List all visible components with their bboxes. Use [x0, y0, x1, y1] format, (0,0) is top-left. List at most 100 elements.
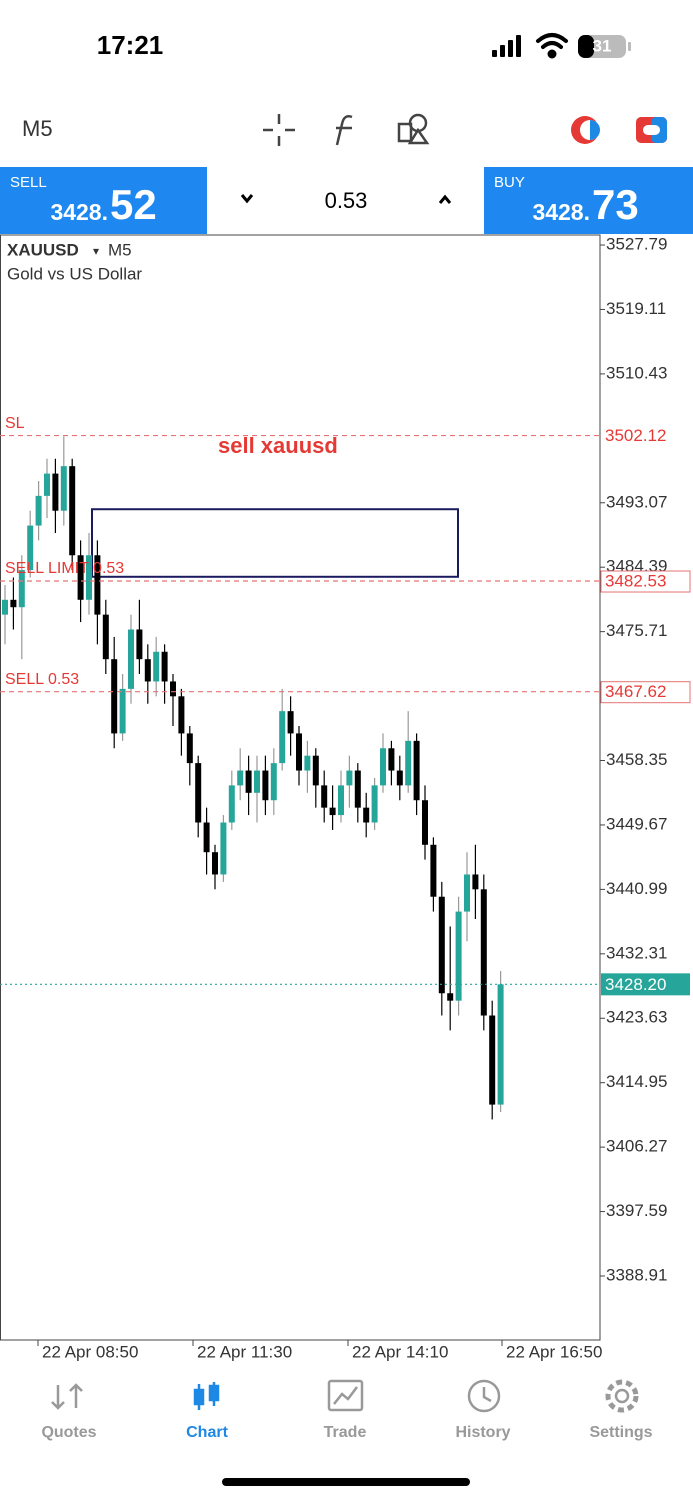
candle-body — [312, 755, 319, 786]
candle-body — [405, 740, 412, 786]
level-name: SELL 0.53 — [5, 671, 79, 688]
tab-label[interactable]: Trade — [324, 1424, 367, 1441]
buy-button[interactable] — [484, 167, 693, 234]
x-tick-label: 22 Apr 14:10 — [352, 1342, 448, 1361]
battery-level — [578, 35, 594, 58]
y-tick-label: 3458.35 — [606, 750, 667, 769]
candle-body — [186, 733, 193, 764]
candle-body — [44, 473, 50, 496]
candle-body — [153, 651, 160, 682]
y-tick-label: 3406.27 — [606, 1137, 667, 1156]
candle-body — [52, 473, 59, 511]
chart: 3527.793519.113510.433493.073484.393475.… — [0, 235, 691, 1361]
sell-price-main: 3428. — [50, 199, 108, 225]
candle-body — [388, 748, 395, 771]
level-name: SL — [5, 415, 25, 432]
candle-body — [35, 495, 42, 526]
level-price-box — [601, 425, 690, 447]
candle-body — [86, 555, 92, 600]
chart-icon — [193, 1382, 220, 1410]
candle-body — [10, 599, 17, 608]
battery-tip — [628, 42, 631, 51]
signals-button[interactable] — [571, 116, 600, 144]
candle-body — [447, 993, 454, 1001]
candle-body — [119, 688, 126, 734]
wifi-icon — [536, 33, 568, 59]
chart-symbol: XAUUSD — [7, 240, 79, 259]
x-tick-label: 22 Apr 08:50 — [42, 1342, 138, 1361]
y-tick-label: 3423.63 — [606, 1008, 667, 1027]
trade-button[interactable] — [636, 117, 667, 143]
battery-text: 31 — [593, 36, 612, 55]
candle-body — [321, 785, 328, 808]
settings-icon — [614, 1388, 630, 1404]
crosshair-button[interactable] — [263, 114, 295, 146]
trade-icon — [327, 1379, 364, 1412]
volume-up[interactable] — [438, 194, 452, 204]
y-tick-label: 3449.67 — [606, 814, 667, 833]
candle-body — [220, 822, 227, 875]
candle-body — [237, 770, 244, 786]
indicators-button[interactable] — [335, 115, 353, 146]
candle-body — [60, 466, 67, 511]
signal-icon — [492, 35, 521, 57]
candle-body — [2, 599, 8, 615]
x-tick-label: 22 Apr 11:30 — [197, 1342, 292, 1361]
tab-label[interactable]: History — [455, 1424, 510, 1441]
candle-body — [69, 466, 76, 556]
candle-body — [212, 852, 218, 875]
candle-body — [102, 614, 109, 660]
symbol-dropdown[interactable]: ▾ — [93, 244, 99, 258]
candle-body — [228, 785, 235, 823]
current-price-label: 3428.20 — [605, 975, 666, 994]
y-tick-label: 3510.43 — [606, 363, 667, 382]
y-tick-label: 3432.31 — [606, 943, 667, 962]
y-tick-label: 3388.91 — [606, 1265, 667, 1284]
tab-label[interactable]: Settings — [589, 1424, 652, 1441]
candle-body — [489, 1015, 496, 1105]
buy-price-main: 3428. — [532, 199, 590, 225]
status-time: 17:21 — [97, 30, 164, 60]
level-price-box — [600, 570, 691, 593]
chart-annotation: sell xauusd — [218, 433, 338, 458]
candle-body — [27, 525, 34, 571]
candle-body — [304, 755, 311, 771]
candle-body — [296, 733, 302, 771]
timeframe-button[interactable]: M5 — [22, 116, 53, 141]
quotes-icon — [51, 1383, 83, 1410]
candle-body — [396, 770, 403, 786]
y-tick-label: 3397.59 — [606, 1201, 667, 1220]
objects-button[interactable] — [397, 113, 430, 145]
sell-label: SELL — [10, 174, 47, 191]
candle-body — [287, 711, 294, 734]
current-price-box — [601, 973, 690, 996]
candle-body — [422, 800, 428, 845]
volume-down[interactable] — [240, 194, 254, 204]
y-tick-label: 3475.71 — [606, 621, 667, 640]
candle-body — [254, 770, 260, 793]
tab-label[interactable]: Quotes — [41, 1424, 96, 1441]
chart-timeframe: M5 — [108, 240, 132, 259]
tab-label[interactable]: Chart — [186, 1424, 228, 1441]
volume-value[interactable]: 0.53 — [325, 188, 368, 213]
candle-body — [329, 807, 336, 816]
candle-body — [380, 748, 386, 786]
candle-body — [178, 696, 185, 734]
buy-label: BUY — [494, 174, 525, 191]
candle-body — [170, 681, 176, 697]
level-price-box — [600, 681, 691, 704]
candle-body — [346, 770, 353, 786]
candle-body — [195, 763, 202, 823]
rectangle-object — [91, 508, 459, 578]
history-icon — [467, 1379, 501, 1413]
candle-body — [161, 651, 168, 682]
y-tick-label: 3414.95 — [606, 1072, 667, 1091]
candle-body — [18, 570, 25, 608]
candle-body — [270, 763, 277, 801]
candle-body — [279, 711, 286, 764]
sell-button[interactable] — [0, 167, 207, 234]
buy-price-big: 73 — [592, 181, 639, 228]
candle-body — [464, 874, 470, 912]
